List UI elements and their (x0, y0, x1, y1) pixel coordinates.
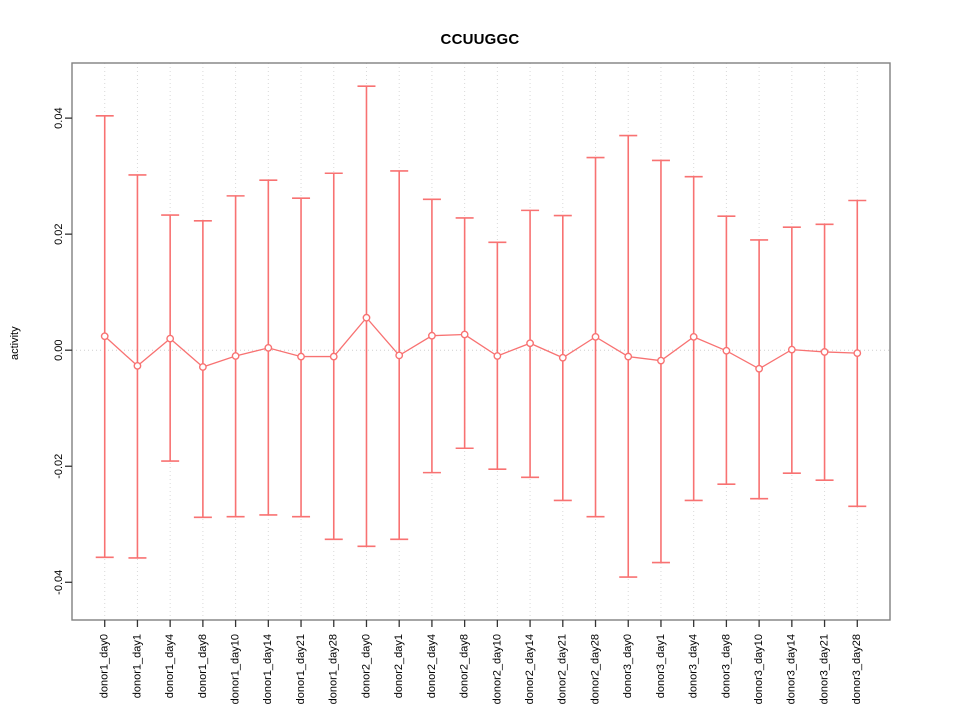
data-point-marker (264, 343, 273, 352)
x-axis-tick-label: donor2_day28 (589, 634, 601, 704)
data-point-marker (428, 331, 436, 340)
data-point-marker (362, 313, 371, 322)
data-point-marker (787, 345, 796, 354)
x-axis-tick-label: donor2_day4 (426, 634, 438, 698)
x-axis-tick-label: donor1_day10 (230, 634, 242, 704)
data-point-marker (133, 361, 142, 370)
x-axis-tick-label: donor3_day8 (720, 634, 732, 698)
y-axis-tick-label: 0.00 (53, 339, 65, 360)
x-axis-tick-label: donor3_day1 (655, 634, 667, 698)
x-axis-tick-label: donor1_day8 (197, 634, 209, 698)
data-point-marker (820, 348, 829, 356)
data-point-marker (297, 352, 305, 361)
data-point-marker (755, 364, 764, 373)
gridlines (72, 63, 890, 620)
data-point-marker (657, 356, 665, 365)
x-axis: donor1_day0 donor1_day1 donor1_day4 donor1_… (99, 620, 863, 704)
plot-frame (71, 62, 891, 621)
data-point-marker (395, 351, 404, 360)
data-point-marker (329, 352, 338, 361)
data-point-marker (689, 332, 698, 341)
x-axis-tick-label: donor3_day4 (688, 634, 700, 698)
x-axis-tick-label: donor2_day14 (524, 634, 536, 704)
data-point-marker (853, 349, 862, 358)
data-point-marker (591, 332, 600, 341)
data-point-marker (722, 346, 731, 355)
y-axis-tick-label: 0.02 (53, 223, 65, 244)
x-axis-tick-label: donor2_day10 (491, 634, 503, 704)
data-point-marker (100, 332, 109, 341)
x-axis-tick-label: donor3_day14 (786, 634, 798, 704)
data-point-marker (493, 352, 502, 360)
x-axis-tick-label: donor2_day21 (557, 634, 569, 704)
x-axis-tick-label: donor1_day28 (328, 634, 340, 704)
data-point-marker (558, 353, 567, 362)
x-axis-tick-label: donor2_day8 (459, 634, 471, 698)
x-axis-tick-label: donor1_day4 (164, 634, 176, 698)
y-axis-tick-label: -0.04 (53, 570, 65, 595)
x-axis-tick-label: donor1_day14 (262, 634, 274, 704)
x-axis-tick-label: donor1_day1 (131, 634, 143, 698)
x-axis-tick-label: donor3_day10 (753, 634, 765, 704)
series-line (104, 316, 858, 370)
x-axis-tick-label: donor1_day21 (295, 634, 307, 704)
x-axis-tick-label: donor2_day0 (360, 634, 372, 698)
data-point-marker (460, 330, 469, 339)
x-axis-tick-label: donor3_day28 (851, 634, 863, 704)
chart-title: CCUUGGC (440, 31, 520, 48)
y-axis: -0.04 -0.02 0.00 0.02 0.04 (53, 107, 72, 595)
data-point-marker (231, 352, 240, 360)
x-axis-tick-label: donor1_day0 (99, 634, 111, 698)
x-axis-tick-label: donor3_day0 (622, 634, 634, 698)
data-series (95, 85, 867, 578)
y-axis-tick-label: 0.04 (53, 107, 65, 128)
data-point-marker (198, 363, 207, 371)
y-axis-tick-label: -0.02 (53, 454, 65, 479)
data-point-marker (624, 352, 633, 361)
data-point-marker (526, 339, 534, 348)
x-axis-tick-label: donor2_day1 (393, 634, 405, 698)
data-point-marker (166, 334, 175, 343)
x-axis-tick-label: donor3_day21 (818, 634, 830, 704)
